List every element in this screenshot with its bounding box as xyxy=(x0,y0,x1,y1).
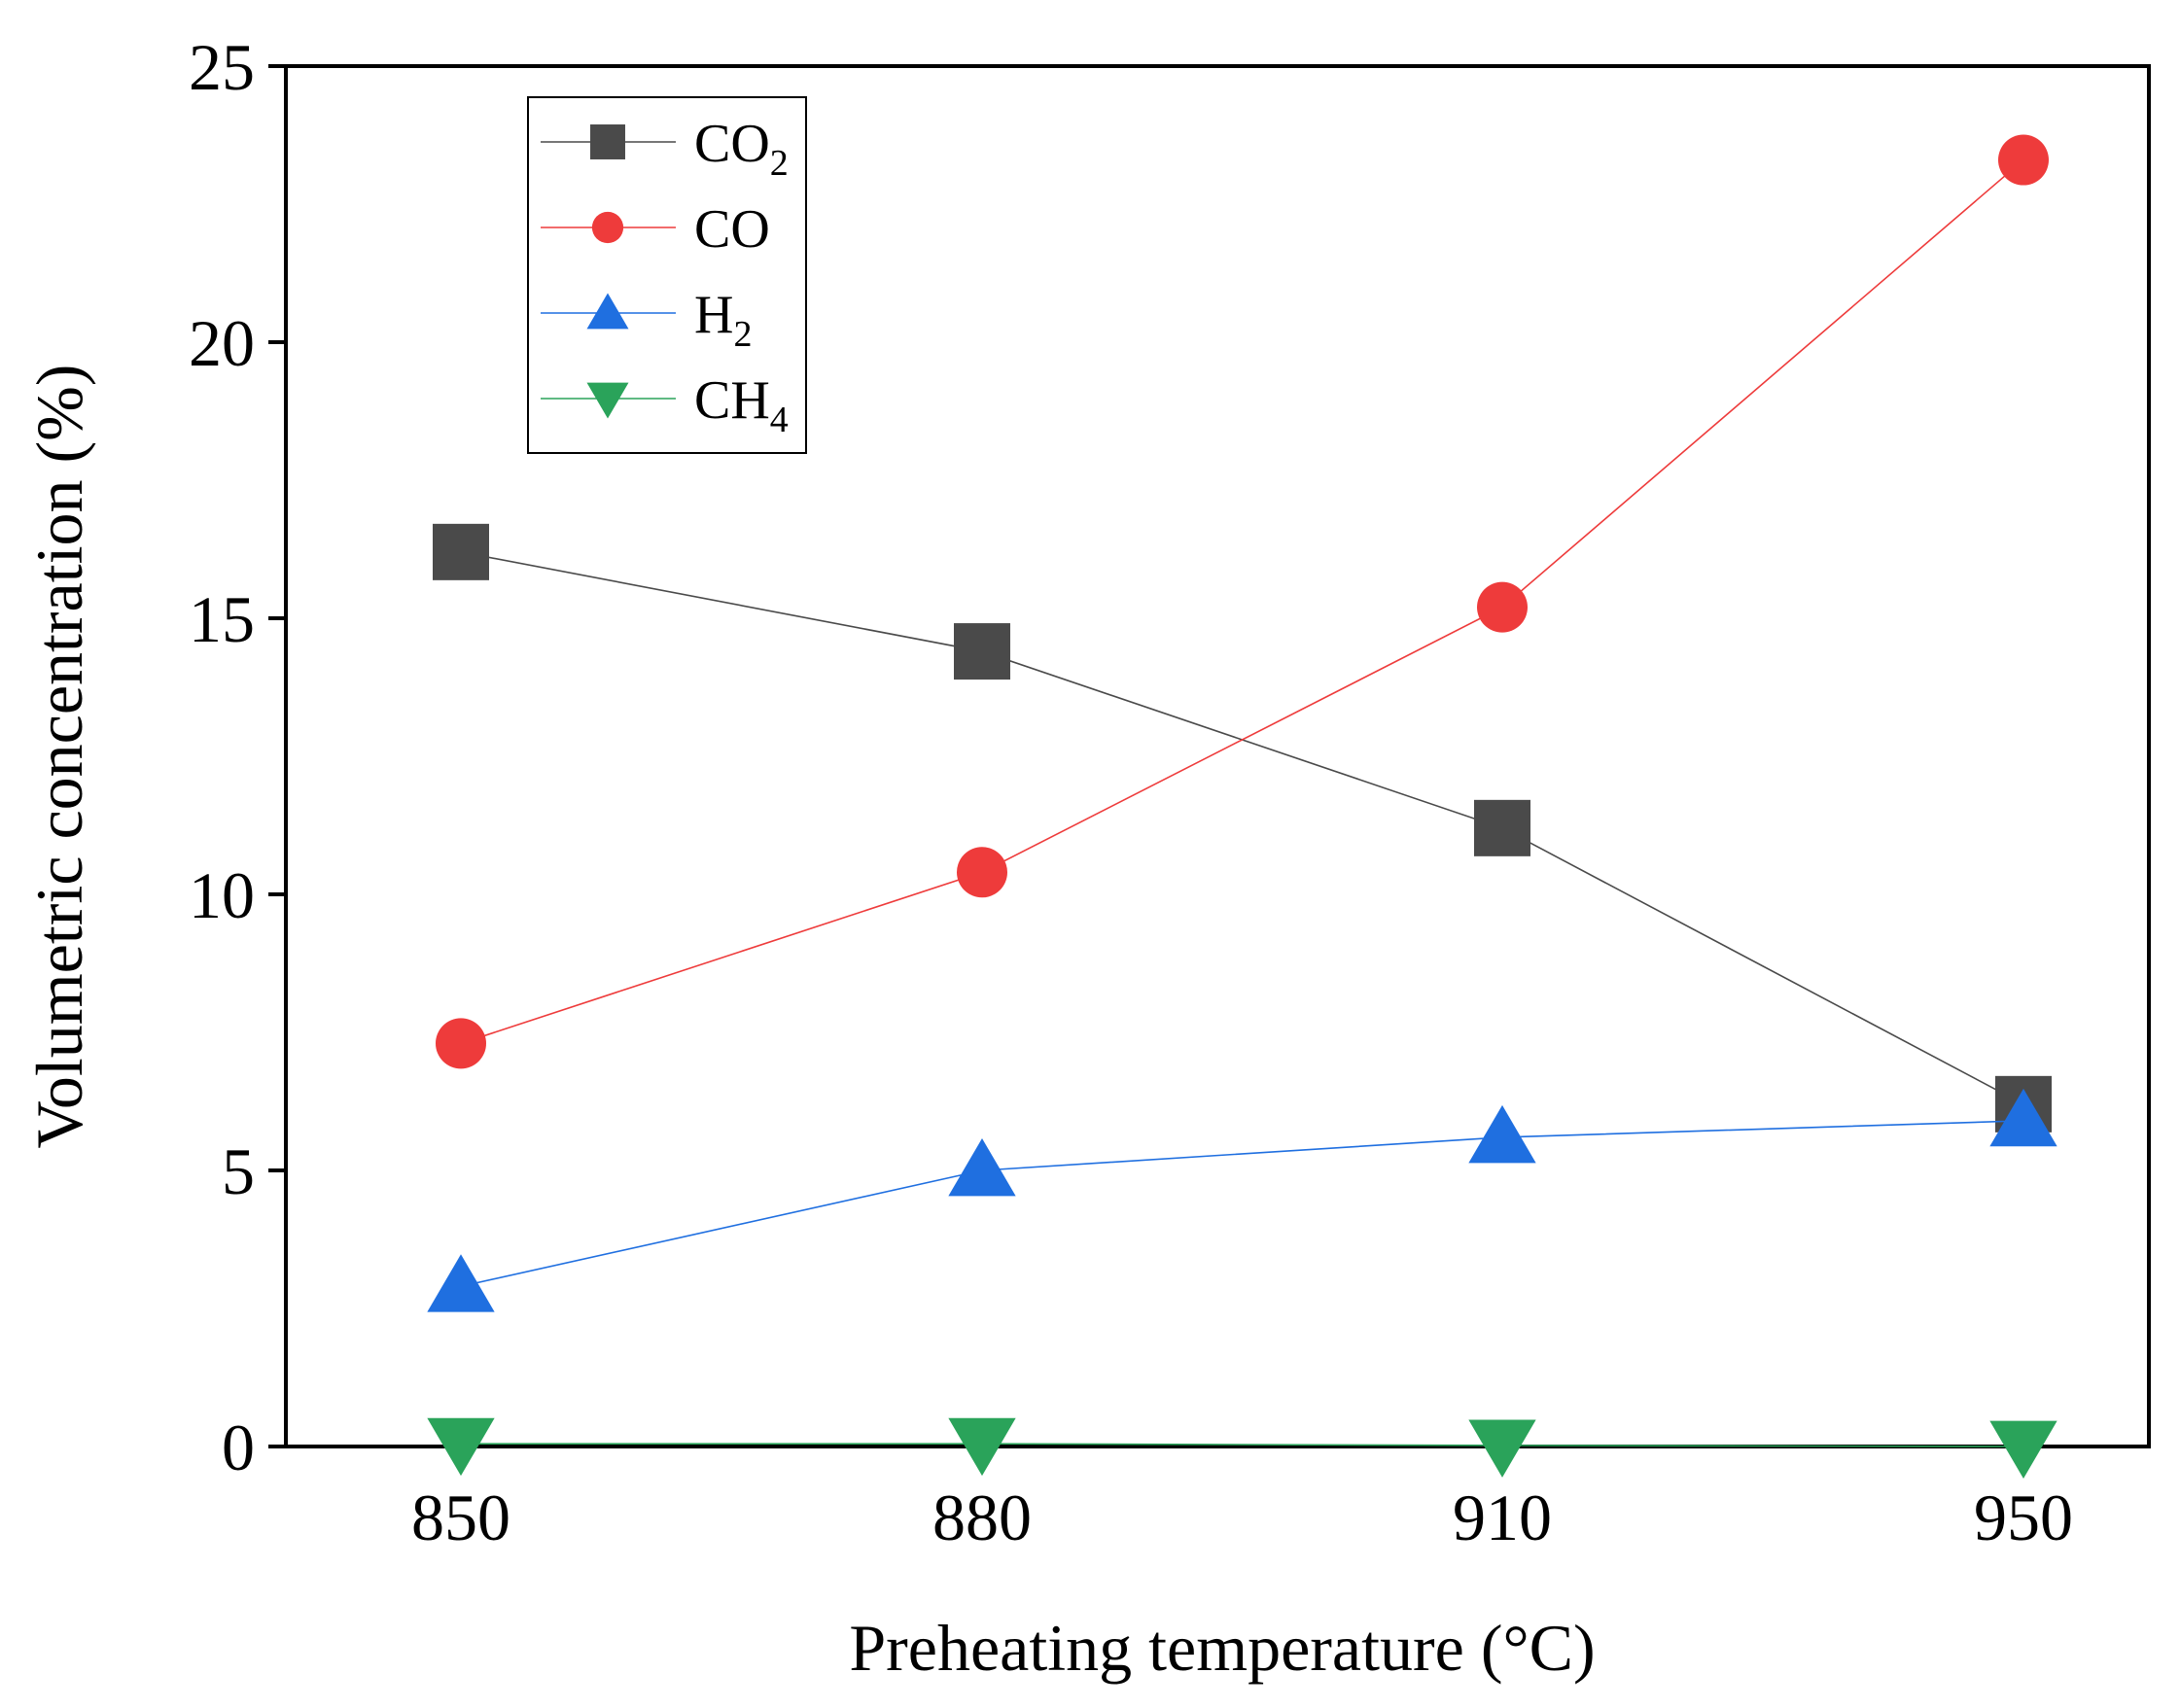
data-point xyxy=(427,1254,495,1312)
data-point xyxy=(433,523,489,580)
data-point xyxy=(436,1018,486,1069)
data-point xyxy=(957,847,1007,898)
y-tick-label: 10 xyxy=(189,858,255,932)
data-point xyxy=(1474,799,1530,856)
series-line xyxy=(460,551,2024,1105)
data-point xyxy=(1468,1104,1536,1164)
y-tick-label: 15 xyxy=(189,582,255,656)
data-point xyxy=(1998,134,2049,186)
data-point xyxy=(1468,1419,1536,1478)
x-tick-label: 850 xyxy=(411,1481,510,1554)
x-axis-title: Preheating temperature (°C) xyxy=(849,1611,1595,1685)
data-point xyxy=(1989,1420,2057,1479)
legend-marker xyxy=(586,293,629,330)
data-point xyxy=(954,623,1010,680)
legend-item-co: CO xyxy=(541,199,770,260)
x-tick-label: 880 xyxy=(932,1481,1032,1554)
series-line xyxy=(460,1120,2024,1288)
data-point xyxy=(948,1417,1016,1477)
legend-label: CO xyxy=(694,199,770,260)
series-h2 xyxy=(427,1088,2057,1312)
y-tick-label: 25 xyxy=(189,30,255,104)
series-line xyxy=(460,158,2024,1045)
legend-marker xyxy=(586,382,629,419)
series-ch4 xyxy=(427,1417,2057,1479)
y-axis-title: Volumetric concentration (%) xyxy=(22,365,96,1149)
legend-marker xyxy=(591,211,624,244)
y-tick-label: 5 xyxy=(222,1134,255,1208)
y-tick-label: 0 xyxy=(222,1411,255,1484)
legend-marker xyxy=(590,124,625,159)
legend-box xyxy=(527,96,807,454)
series-co xyxy=(436,134,2049,1069)
series-line xyxy=(461,1443,2024,1447)
x-tick-label: 950 xyxy=(1974,1481,2073,1554)
data-point xyxy=(948,1138,1016,1197)
x-tick-label: 910 xyxy=(1453,1481,1552,1554)
data-point xyxy=(427,1417,495,1477)
plot-frame xyxy=(284,64,2151,1448)
series-co2 xyxy=(433,523,2052,1133)
data-point xyxy=(1989,1088,2057,1147)
axis-ticks: 0 5 10 15 20 25 850 880 910 950 xyxy=(189,30,2073,1554)
y-tick-label: 20 xyxy=(189,306,255,380)
series-layer xyxy=(427,134,2057,1479)
data-point xyxy=(1477,581,1528,633)
